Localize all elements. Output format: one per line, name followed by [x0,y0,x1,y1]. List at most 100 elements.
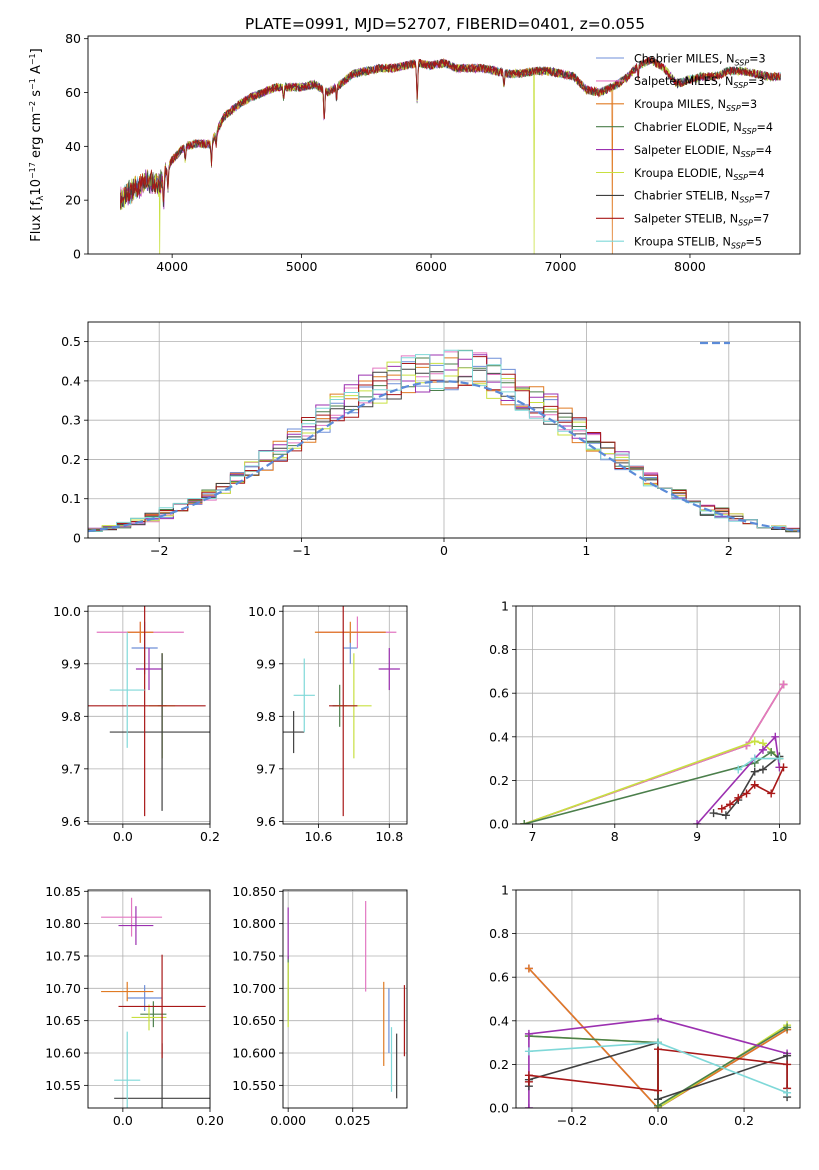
axes-frame [515,889,801,1109]
data-point [118,954,206,1059]
x-tick-label: 10.6 [305,829,333,844]
data-point [118,906,154,945]
weight-marker [524,964,533,973]
axes-frame [87,889,211,1109]
y-tick-label: 40 [65,139,81,154]
x-tick-label: 0.0 [113,829,133,844]
figure-title: PLATE=0991, MJD=52707, FIBERID=0401, z=0… [245,15,645,33]
x-tick-label: 10.8 [375,829,403,844]
y-tick-label: 10.0 [248,604,276,619]
legend-label: Chabrier MILES, NSSP=3 [634,52,766,67]
x-tick-label: 8 [611,829,619,844]
legend-label: Chabrier STELIB, NSSP=7 [634,190,771,205]
y-tick-label: 0.8 [489,926,509,941]
weight-marker [654,1014,662,1023]
weight-marker [750,754,759,763]
y-tick-label: 0 [73,531,81,546]
y-tick-label: 10.75 [45,948,81,963]
weight-marker [520,820,529,824]
weight-marker [717,804,726,813]
weight-marker [783,1023,792,1032]
data-point [88,606,206,817]
y-tick-label: 9.8 [256,709,276,724]
axes-frame [282,889,408,1109]
weight-marker [721,811,730,820]
y-tick-label: 10.80 [45,916,81,931]
data-point [127,621,154,643]
y-tick-label: 10.750 [232,948,276,963]
data-point [109,632,145,748]
plot-area [287,900,406,1099]
spectrum-line [120,59,639,209]
weight-marker [742,789,751,798]
y-tick-label: 20 [65,193,81,208]
axes-frame [282,605,408,825]
data-point [314,621,386,643]
data-point [378,648,400,691]
y-tick-label: 80 [65,31,81,46]
y-tick-label: 10.700 [232,981,276,996]
weight-marker [734,765,743,774]
weight-marker [775,754,784,763]
weight-marker [771,732,780,741]
y-axis-label: Flux [fλ10−17 erg cm−2 s−1 A−1] [28,48,46,241]
y-tick-label: 9.9 [256,656,276,671]
y-tick-label: 0.4 [489,1013,509,1028]
y-tick-label: 0.0 [489,1101,509,1116]
x-tick-label: −1 [292,543,310,558]
weight-marker [524,1047,533,1056]
x-tick-label: 1 [582,543,590,558]
y-tick-label: 10.60 [45,1046,81,1061]
legend-label: Salpeter STELIB, NSSP=7 [634,213,769,228]
y-tick-label: 9.8 [61,709,81,724]
weight-marker [750,737,759,746]
y-tick-label: 60 [65,85,81,100]
y-tick-label: 10.0 [53,604,81,619]
y-tick-label: 9.9 [61,656,81,671]
weight-line [528,1017,788,1108]
data-point [283,711,305,754]
x-tick-label: −2 [150,543,168,558]
legend: Chabrier MILES, NSSP=3 Salpeter MILES, NS… [596,52,773,251]
y-tick-label: 0.5 [61,334,81,349]
y-tick-label: 0.1 [61,491,81,506]
y-tick-label: 1 [501,883,509,898]
weight-marker [726,800,735,809]
panel-residual-hist: −2 −1 0 1 2 0 0.1 0.2 0.3 0.4 0.5 [61,321,801,558]
panel-spectrum: 4000 5000 6000 7000 8000 0 20 40 60 80 Flux [fλ10−… [28,31,801,274]
x-tick-label: 9 [693,829,701,844]
data-point [127,985,163,1011]
x-tick-label: 0.000 [270,1113,306,1128]
data-point [135,648,163,691]
y-tick-label: 0.4 [489,729,509,744]
weight-marker [767,748,776,757]
x-tick-label: 7 [528,829,536,844]
weight-marker [758,765,767,774]
data-point [114,1043,210,1108]
spectrum-line [120,58,639,254]
weight-marker [524,1104,533,1108]
plot-area [88,349,800,533]
spectrum-line [120,59,639,208]
data-point [114,1031,141,1108]
weight-marker [524,1071,533,1080]
y-tick-label: 0.2 [61,452,81,467]
legend-label: Kroupa STELIB, NSSP=5 [634,236,762,251]
y-tick-label: 0.2 [489,773,509,788]
y-tick-label: 0.6 [489,970,509,985]
y-tick-label: 10.600 [232,1046,276,1061]
y-tick-label: 9.6 [256,814,276,829]
x-tick-label: 2 [725,543,733,558]
data-point [329,606,358,817]
x-tick-label: 0 [440,543,448,558]
plot-area [88,606,210,817]
y-tick-label: 0.8 [489,642,509,657]
weight-marker [779,763,788,772]
data-point [293,658,315,733]
y-tick-label: 0.2 [489,1057,509,1072]
x-tick-label: 8000 [674,259,706,274]
weight-line [523,684,785,824]
y-tick-label: 10.55 [45,1078,81,1093]
